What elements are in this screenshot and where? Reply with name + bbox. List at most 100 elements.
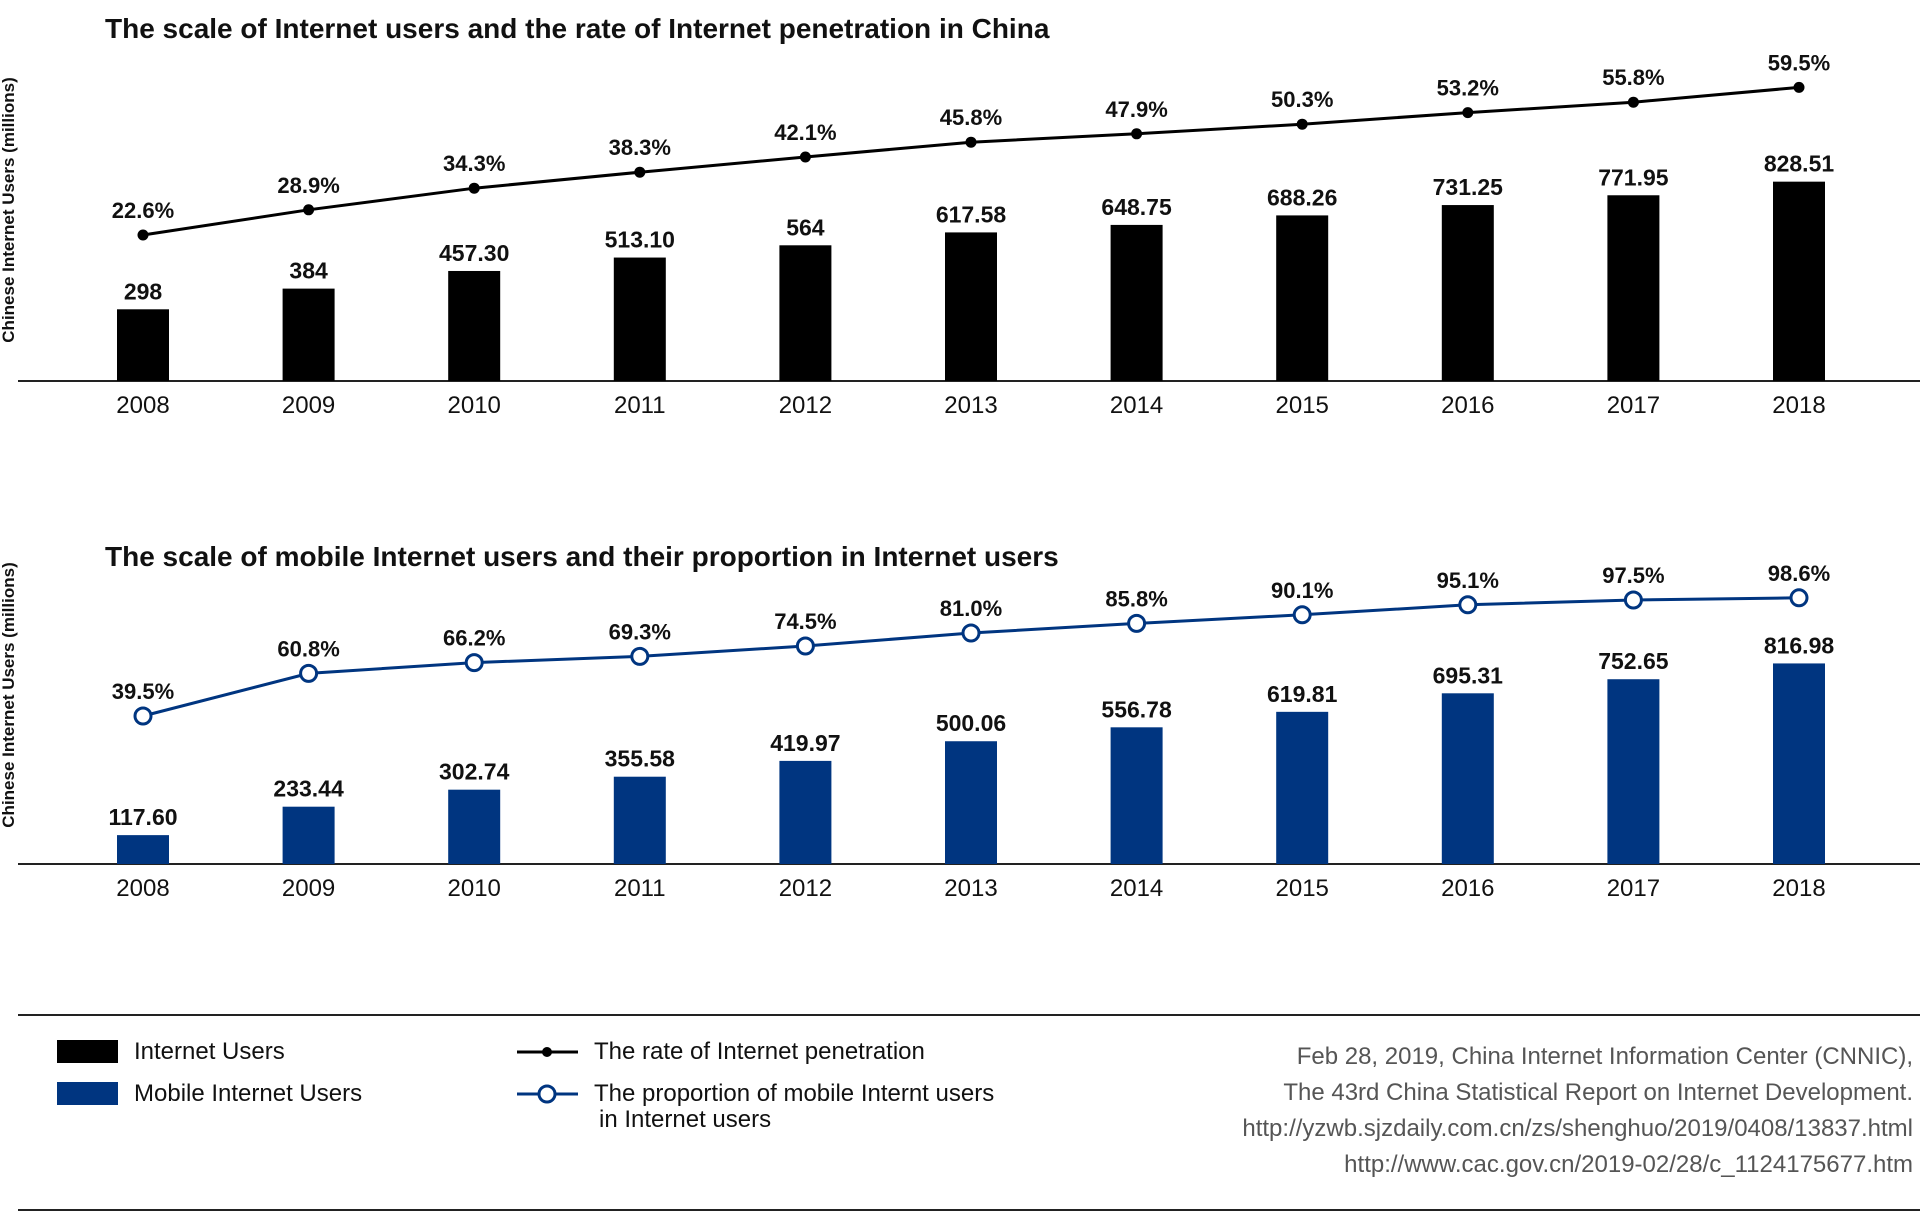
line-value-label: 50.3% [1271, 87, 1333, 112]
line-value-label: 81.0% [940, 596, 1002, 621]
bar-value-label: 752.65 [1598, 648, 1669, 674]
bar [1276, 711, 1329, 864]
line-value-label: 38.3% [609, 135, 671, 160]
x-tick-label: 2018 [1772, 392, 1825, 419]
legend-label: Mobile Internet Users [134, 1080, 362, 1107]
bar-value-label: 302.74 [439, 759, 510, 785]
legend-item-mobile-internet-users: Mobile Internet Users [57, 1080, 362, 1107]
line-point [965, 136, 977, 148]
legend-label: in Internet users [599, 1106, 771, 1133]
x-tick-label: 2018 [1772, 875, 1825, 902]
x-tick-label: 2008 [116, 875, 169, 902]
line-value-label: 90.1% [1271, 578, 1333, 603]
bar [779, 760, 832, 864]
line-point [1462, 107, 1474, 119]
line-point [1292, 605, 1312, 625]
bar-value-label: 233.44 [273, 776, 344, 802]
line-point [137, 229, 149, 241]
source-link[interactable]: http://yzwb.sjzdaily.com.cn/zs/shenghuo/… [1242, 1115, 1913, 1142]
x-tick-label: 2012 [779, 875, 832, 902]
line-point [1296, 118, 1308, 130]
bar-value-label: 816.98 [1764, 632, 1835, 658]
x-tick-label: 2013 [944, 392, 997, 419]
bar-value-label: 688.26 [1267, 184, 1337, 210]
bar-value-label: 731.25 [1433, 174, 1504, 200]
line-point [1458, 595, 1478, 615]
x-tick-label: 2009 [282, 392, 335, 419]
line-point [468, 182, 480, 194]
x-tick-label: 2009 [282, 875, 335, 902]
x-tick-label: 2017 [1607, 875, 1660, 902]
mobile-internet-users-chart: The scale of mobile Internet users and t… [0, 541, 1920, 902]
bar [1441, 205, 1494, 381]
x-tick-label: 2011 [614, 392, 666, 419]
line-value-label: 34.3% [443, 151, 505, 176]
line-point [1793, 81, 1805, 93]
bar [945, 741, 997, 864]
legend-item-internet-users: Internet Users [57, 1038, 285, 1065]
bar-value-label: 457.30 [439, 240, 509, 266]
line-value-label: 69.3% [609, 619, 671, 644]
line-value-label: 47.9% [1105, 97, 1167, 122]
bar [779, 245, 832, 381]
line-point [961, 623, 981, 643]
legend-swatch-internet-users [57, 1040, 118, 1063]
bar-value-label: 695.31 [1433, 662, 1504, 688]
bar [448, 270, 501, 381]
line-point [464, 653, 484, 673]
bar-value-label: 500.06 [936, 710, 1006, 736]
line-value-label: 45.8% [940, 105, 1002, 130]
source-link[interactable]: http://www.cac.gov.cn/2019-02/28/c_11241… [1344, 1151, 1913, 1178]
x-tick-label: 2015 [1276, 392, 1329, 419]
y-axis-label: Chinese Internet Users (millions) [0, 562, 18, 827]
bar [282, 288, 335, 381]
bar-value-label: 828.51 [1764, 151, 1835, 177]
legend-swatch-mobile-internet-users [57, 1082, 118, 1105]
bar [1607, 195, 1660, 381]
x-tick-label: 2013 [944, 875, 997, 902]
x-tick-label: 2015 [1276, 875, 1329, 902]
line-value-label: 39.5% [112, 679, 174, 704]
bar [613, 776, 666, 864]
line-value-label: 66.2% [443, 626, 505, 651]
x-tick-label: 2010 [448, 392, 501, 419]
x-tick-label: 2014 [1110, 392, 1163, 419]
line-value-label: 22.6% [112, 198, 174, 223]
line-value-label: 97.5% [1602, 563, 1664, 588]
line-point [799, 151, 811, 163]
bar-value-label: 117.60 [108, 804, 177, 830]
y-axis-label: Chinese Internet Users (millions) [0, 77, 18, 342]
legend: Internet Users Mobile Internet Users The… [57, 1038, 994, 1133]
bar [1110, 727, 1163, 864]
line-point [1627, 96, 1639, 108]
line-value-label: 74.5% [774, 609, 836, 634]
line-point [1623, 590, 1643, 610]
bar-value-label: 419.97 [770, 730, 840, 756]
x-tick-label: 2014 [1110, 875, 1163, 902]
bar-value-label: 298 [124, 278, 163, 304]
bar [117, 835, 169, 864]
bar-value-label: 564 [786, 214, 825, 240]
line-value-label: 98.6% [1768, 561, 1830, 586]
x-tick-label: 2016 [1441, 392, 1494, 419]
line-value-label: 60.8% [277, 636, 339, 661]
bar-value-label: 617.58 [936, 201, 1007, 227]
line-value-label: 53.2% [1437, 76, 1499, 101]
line-point [303, 204, 315, 216]
bar-value-label: 619.81 [1267, 681, 1338, 707]
line-point [299, 663, 319, 683]
bar [1110, 224, 1163, 381]
bar [945, 232, 997, 381]
bar [1276, 215, 1329, 381]
line-value-label: 42.1% [774, 120, 836, 145]
plot-area: 298 2008 384 2009 457.30 2010 513.10 2011 564 201… [18, 50, 1920, 419]
bar [1773, 181, 1825, 381]
x-tick-label: 2016 [1441, 875, 1494, 902]
x-tick-label: 2008 [116, 392, 169, 419]
chart-title: The scale of mobile Internet users and t… [105, 541, 1059, 572]
legend-marker-dot [542, 1047, 552, 1057]
bar [117, 309, 169, 381]
line-point [1789, 588, 1809, 608]
legend-label: Internet Users [134, 1038, 285, 1065]
